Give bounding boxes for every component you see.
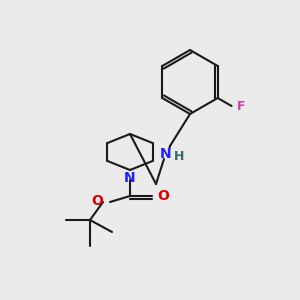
Text: H: H [174,151,184,164]
Text: O: O [91,194,103,208]
Text: N: N [124,171,136,185]
Text: N: N [160,147,172,161]
Text: O: O [157,189,169,203]
Text: F: F [237,100,245,112]
